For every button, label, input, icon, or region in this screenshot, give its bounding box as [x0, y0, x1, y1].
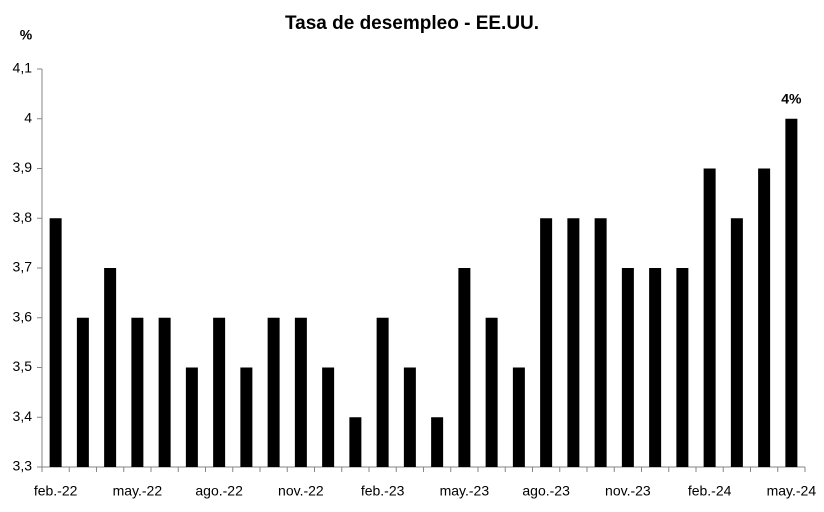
bar — [403, 367, 416, 467]
value-label: 4% — [781, 90, 802, 106]
x-tick-label: ago.-22 — [195, 483, 243, 499]
y-tick-label: 3,3 — [13, 458, 33, 474]
y-tick-label: 3,7 — [13, 259, 33, 275]
bar — [158, 317, 171, 467]
bar — [322, 367, 335, 467]
bar — [621, 268, 634, 467]
bar — [785, 118, 798, 467]
bar — [649, 268, 662, 467]
bar — [758, 168, 771, 467]
bar — [76, 317, 89, 467]
bar — [567, 218, 580, 467]
y-tick-label: 4,1 — [13, 60, 33, 76]
x-tick-label: ago.-23 — [522, 483, 570, 499]
bar — [267, 317, 280, 467]
bar — [703, 168, 716, 467]
y-tick-label: 4 — [24, 109, 32, 125]
x-tick-label: may.-24 — [767, 483, 817, 499]
bar — [185, 367, 198, 467]
y-tick-label: 3,8 — [13, 209, 33, 225]
bar — [485, 317, 498, 467]
y-tick-label: 3,4 — [13, 408, 33, 424]
x-tick-label: nov.-22 — [278, 483, 324, 499]
bar — [676, 268, 689, 467]
bar — [540, 218, 553, 467]
x-tick-label: nov.-23 — [605, 483, 651, 499]
chart-title: Tasa de desempleo - EE.UU. — [285, 13, 539, 34]
bar — [294, 317, 307, 467]
bar — [512, 367, 525, 467]
bar — [376, 317, 389, 467]
bar — [240, 367, 253, 467]
bar — [431, 417, 444, 467]
bar — [458, 268, 471, 467]
bar — [104, 268, 117, 467]
bar — [594, 218, 607, 467]
x-tick-label: feb.-24 — [688, 483, 732, 499]
bar — [349, 417, 362, 467]
y-axis-label: % — [20, 27, 33, 43]
bar — [131, 317, 144, 467]
bar — [730, 218, 743, 467]
x-tick-label: feb.-23 — [361, 483, 405, 499]
bar — [49, 218, 62, 467]
x-tick-label: may.-22 — [113, 483, 163, 499]
x-tick-label: may.-23 — [440, 483, 490, 499]
y-tick-label: 3,5 — [13, 358, 33, 374]
y-tick-label: 3,6 — [13, 308, 33, 324]
bar — [213, 317, 226, 467]
x-tick-label: feb.-22 — [34, 483, 78, 499]
y-tick-label: 3,9 — [13, 159, 33, 175]
